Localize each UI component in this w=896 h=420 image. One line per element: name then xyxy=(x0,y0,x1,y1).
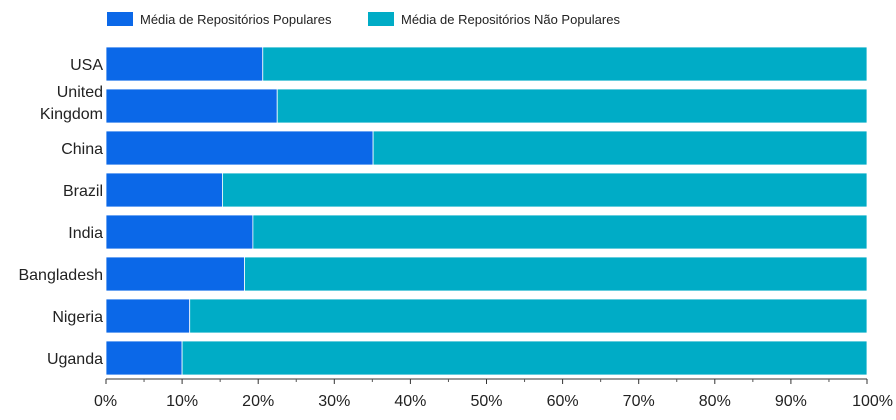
category-label: Uganda xyxy=(47,351,103,368)
bar-segment[interactable] xyxy=(105,46,264,82)
bar-segment[interactable] xyxy=(105,172,223,208)
bar-segment[interactable] xyxy=(262,46,868,82)
category-label: China xyxy=(61,141,103,158)
bar-segment[interactable] xyxy=(244,256,868,292)
x-tick-label: 80% xyxy=(699,393,731,410)
x-tick-label: 70% xyxy=(623,393,655,410)
legend-label: Média de Repositórios Não Populares xyxy=(401,12,620,27)
bars-area xyxy=(105,46,868,376)
category-label: India xyxy=(68,225,103,242)
x-tick-label: 50% xyxy=(470,393,502,410)
value-axis: 0% 10% 20% 30% 40% 50% 60% 70% 80% 90% 100% xyxy=(94,378,893,410)
x-tick-label: 60% xyxy=(547,393,579,410)
bar-segment[interactable] xyxy=(181,340,868,376)
x-tick-label: 40% xyxy=(394,393,426,410)
legend-item[interactable]: Média de Repositórios Não Populares xyxy=(368,12,620,27)
bar-segment[interactable] xyxy=(276,88,868,124)
x-tick-label: 30% xyxy=(318,393,350,410)
bar-segment[interactable] xyxy=(372,130,868,166)
bar-segment[interactable] xyxy=(105,256,245,292)
category-axis: USA United Kingdom China Brazil India Banglade… xyxy=(18,57,103,368)
bar-segment[interactable] xyxy=(105,130,374,166)
category-label: USA xyxy=(70,57,103,74)
x-tick-label: 0% xyxy=(94,393,117,410)
legend-label: Média de Repositórios Populares xyxy=(140,12,332,27)
legend: Média de Repositórios Populares Média de … xyxy=(107,12,620,27)
legend-swatch xyxy=(368,12,394,26)
x-tick-label: 20% xyxy=(242,393,274,410)
bar-segment[interactable] xyxy=(222,172,868,208)
x-tick-label: 90% xyxy=(775,393,807,410)
legend-swatch xyxy=(107,12,133,26)
bar-segment[interactable] xyxy=(105,340,183,376)
bar-segment[interactable] xyxy=(105,88,278,124)
legend-item[interactable]: Média de Repositórios Populares xyxy=(107,12,332,27)
category-label: Bangladesh xyxy=(18,267,103,284)
category-label: United Kingdom xyxy=(40,84,103,123)
category-label: Nigeria xyxy=(52,309,103,326)
bar-segment[interactable] xyxy=(189,298,868,334)
bar-segment[interactable] xyxy=(105,298,191,334)
x-tick-label: 10% xyxy=(166,393,198,410)
category-label: Brazil xyxy=(63,183,103,200)
x-tick-label: 100% xyxy=(852,393,893,410)
bar-segment[interactable] xyxy=(252,214,868,250)
bar-segment[interactable] xyxy=(105,214,254,250)
